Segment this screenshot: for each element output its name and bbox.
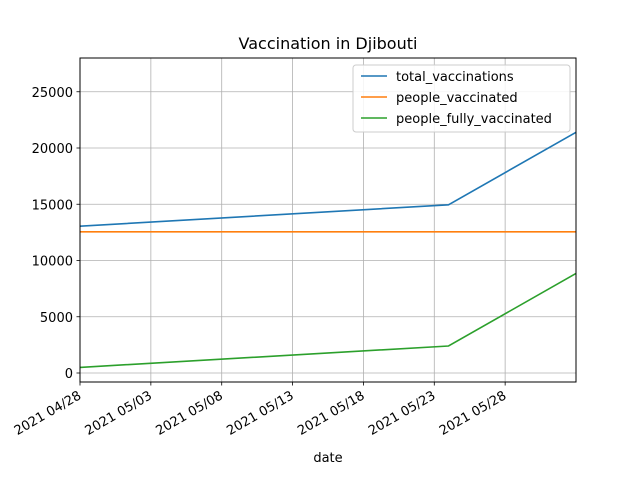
y-tick-label: 10000 [32,255,73,270]
x-tick-label: 2021 05/28 [437,388,509,438]
x-axis-label: date [313,451,342,466]
x-tick-label: 2021 05/03 [83,388,155,438]
legend-label: people_vaccinated [396,91,518,106]
series-line-total-vaccinations [79,131,577,227]
y-tick-label: 20000 [32,142,73,157]
x-tick-label: 2021 05/13 [224,388,296,438]
x-tick-label: 2021 05/23 [366,388,438,438]
x-tick-label: 2021 04/28 [12,388,84,438]
legend-box [352,64,571,133]
x-tick-label: 2021 05/18 [295,388,367,438]
chart-title: Vaccination in Djibouti [239,34,418,53]
legend-label: total_vaccinations [396,70,514,85]
y-tick-label: 5000 [40,311,73,326]
series-line-people-fully-vaccinated [79,272,577,369]
y-tick-label: 25000 [32,86,73,101]
legend: total_vaccinations people_vaccinatedpeopl… [352,64,571,133]
x-tick-label: 2021 05/08 [154,388,226,438]
plot-area-frame [79,57,577,383]
series-lines [79,131,577,369]
legend-label: people_fully_vaccinated [396,112,552,127]
y-tick-label: 15000 [32,198,73,213]
y-tick-label: 0 [65,367,73,382]
